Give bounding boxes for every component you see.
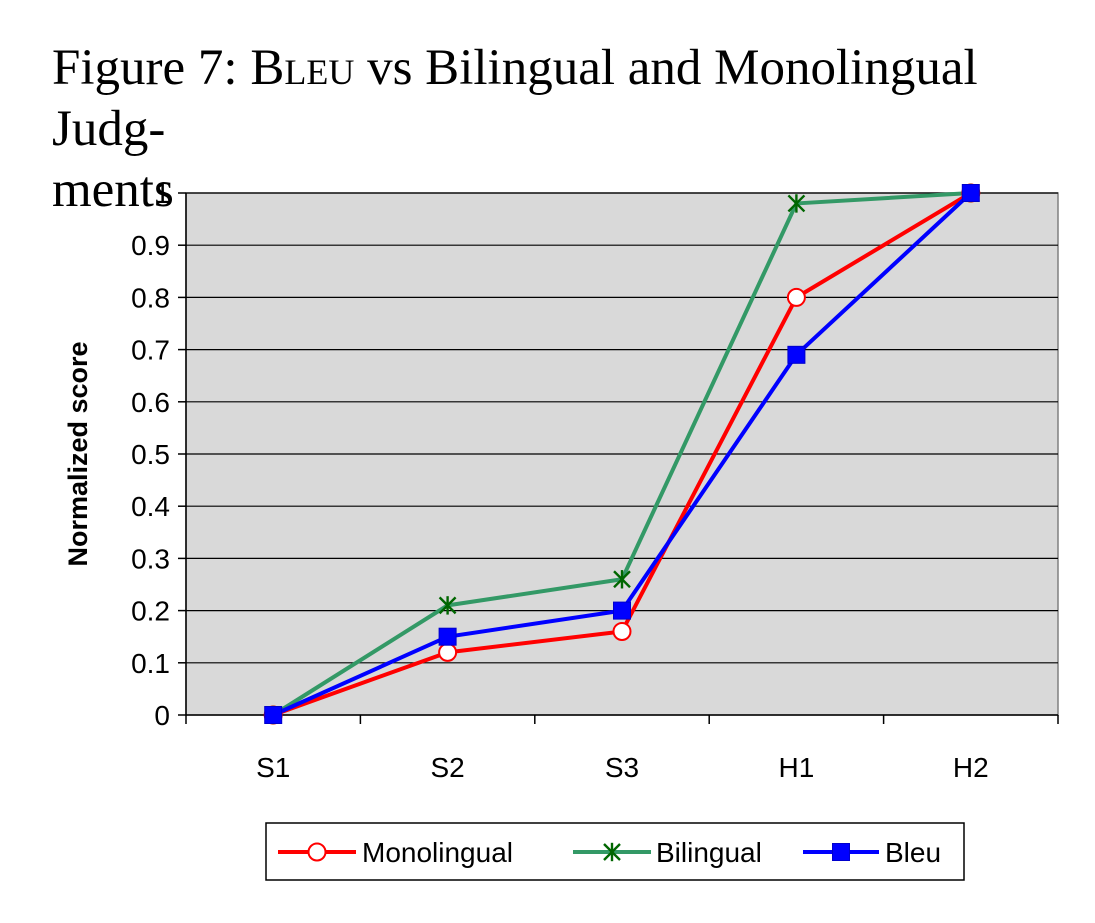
figure-caption: Figure 7: Bleu vs Bilingual and Monoling… — [52, 38, 1062, 221]
y-tick-label: 0.2 — [131, 596, 170, 627]
x-tick-label: H2 — [953, 752, 989, 783]
monolingual-marker — [307, 842, 327, 862]
x-tick-label: S2 — [430, 752, 464, 783]
monolingual-marker — [786, 287, 806, 307]
legend-bilingual-label: Bilingual — [656, 837, 762, 868]
y-tick-label: 0.3 — [131, 543, 170, 574]
caption-line1-rest: vs Bilingual and Monolingual Judg- — [52, 40, 978, 157]
bleu-marker — [832, 843, 850, 861]
y-tick-label: 0.7 — [131, 335, 170, 366]
caption-prefix: Figure 7: — [52, 40, 251, 96]
caption-bleu: Bleu — [250, 40, 355, 96]
y-tick-label: 0.5 — [131, 439, 170, 470]
monolingual-marker — [612, 621, 632, 641]
bleu-marker — [438, 627, 457, 646]
bilingual-marker — [613, 570, 631, 589]
x-tick-label: S1 — [256, 752, 290, 783]
legend-bleu-label: Bleu — [885, 837, 941, 868]
x-tick-label: S3 — [605, 752, 639, 783]
y-axis-label: Normalized score — [63, 341, 93, 566]
legend-monolingual-label: Monolingual — [362, 837, 513, 868]
monolingual-marker — [438, 642, 458, 662]
y-tick-label: 0.8 — [131, 282, 170, 313]
bleu-marker — [613, 601, 631, 620]
y-tick-label: 0.4 — [131, 491, 170, 522]
bleu-marker — [264, 706, 283, 724]
y-tick-label: 0 — [154, 700, 170, 731]
bleu-marker — [787, 345, 806, 364]
caption-line2: ments — [52, 162, 174, 218]
y-tick-label: 1 — [154, 178, 170, 209]
x-tick-label: H1 — [779, 752, 815, 783]
y-tick-label: 0.6 — [131, 387, 170, 418]
bleu-marker — [961, 184, 980, 202]
bilingual-marker — [787, 194, 806, 213]
bilingual-marker — [603, 842, 621, 862]
y-tick-label: 0.1 — [131, 648, 170, 679]
bilingual-marker — [438, 596, 457, 615]
y-tick-label: 0.9 — [131, 230, 170, 261]
